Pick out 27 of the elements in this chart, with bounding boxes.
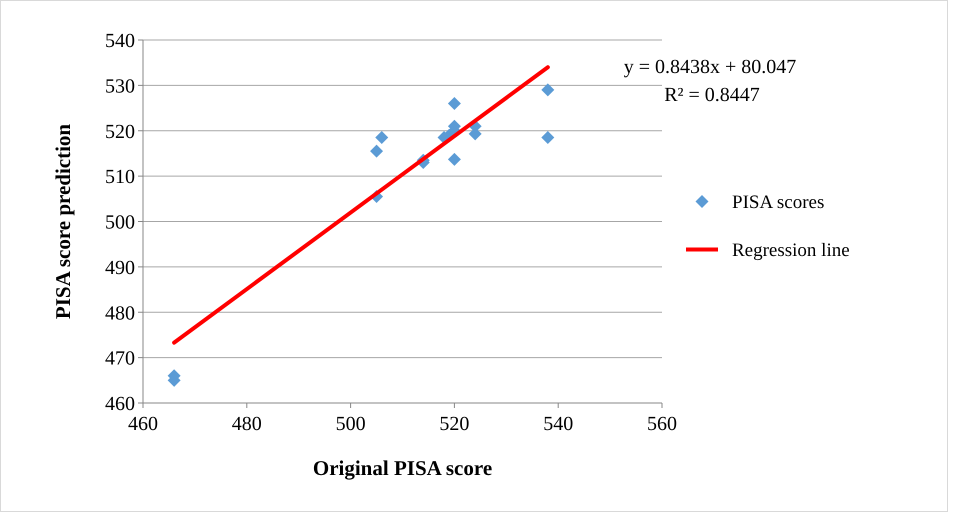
point <box>448 97 461 110</box>
x-tick-label: 540 <box>543 413 574 435</box>
point <box>448 152 461 166</box>
legend-label: PISA scores <box>732 192 824 214</box>
y-tick-label: 460 <box>105 393 135 415</box>
y-tick-label: 500 <box>105 212 135 234</box>
y-tick-label: 490 <box>105 256 135 279</box>
point <box>370 144 384 158</box>
y-tick-label: 530 <box>105 75 135 98</box>
x-tick-label: 480 <box>232 413 262 435</box>
y-tick-label: 470 <box>105 348 135 370</box>
point <box>375 131 388 144</box>
x-tick-label: 500 <box>336 413 366 435</box>
point <box>541 83 554 96</box>
point <box>541 131 554 144</box>
y-tick-label: 480 <box>105 302 135 324</box>
x-tick-label: 520 <box>439 413 470 435</box>
y-tick-label: 540 <box>105 30 135 52</box>
x-tick-label: 460 <box>128 413 158 435</box>
x-tick-label: 560 <box>647 413 677 435</box>
text: R² = 0.8447 <box>664 84 760 106</box>
y-tick-label: 520 <box>105 120 135 143</box>
y-axis-title: PISA score prediction <box>51 124 75 320</box>
legend-label: Regression line <box>732 240 850 262</box>
annotation: y = 0.8438x + 80.047 <box>624 56 796 78</box>
x-axis-title: Original PISA score <box>312 456 492 480</box>
y-tick-label: 510 <box>105 166 135 188</box>
